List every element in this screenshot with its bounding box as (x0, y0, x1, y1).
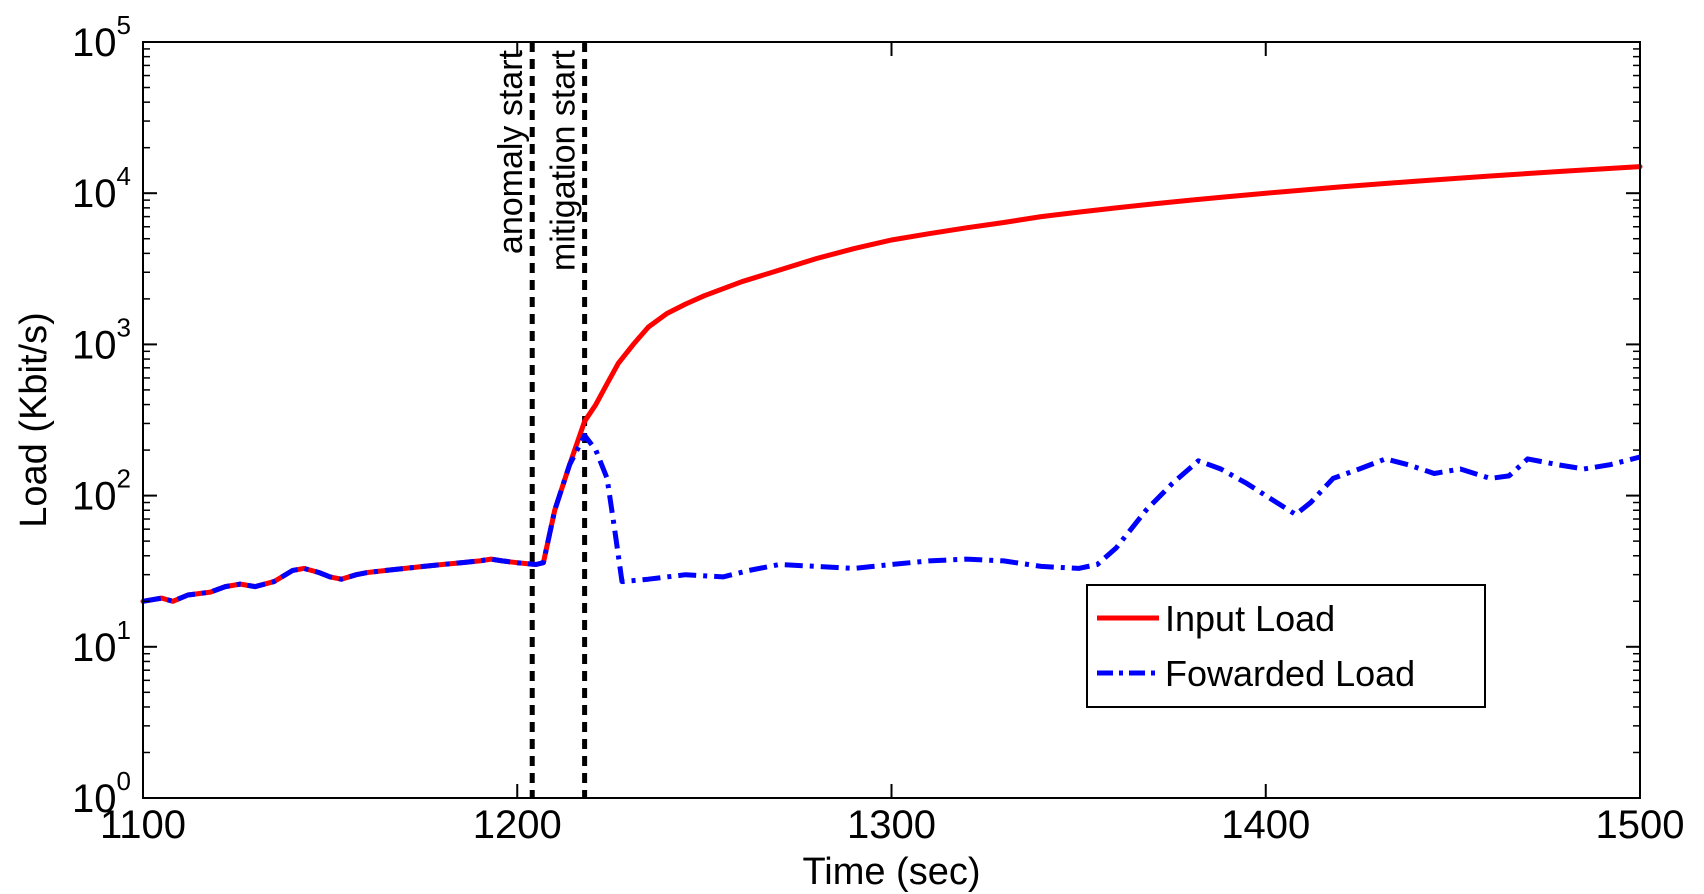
legend-label-1: Fowarded Load (1165, 653, 1415, 694)
legend-box (1086, 584, 1486, 708)
annotation-label: mitigation start (545, 49, 583, 271)
x-tick-label: 1200 (473, 803, 562, 847)
y-tick-label: 102 (72, 464, 131, 519)
x-tick-label: 1100 (100, 803, 186, 847)
y-tick-label: 101 (72, 615, 131, 670)
y-tick-exponent: 4 (117, 161, 131, 191)
y-tick-base: 10 (72, 626, 117, 670)
x-tick-label: 1500 (1596, 803, 1685, 847)
series-layer (140, 164, 1643, 604)
annotation-label: anomaly start (492, 49, 530, 254)
y-tick-base: 10 (72, 21, 117, 65)
x-tick-label: 1300 (847, 803, 936, 847)
y-tick-label: 104 (72, 161, 131, 216)
y-tick-exponent: 0 (117, 766, 131, 796)
y-tick-base: 10 (72, 475, 117, 519)
y-tick-base: 10 (72, 172, 117, 216)
y-tick-base: 10 (72, 777, 117, 821)
annotation-layer: anomaly start mitigation start (492, 42, 588, 798)
series-line-0 (140, 164, 1643, 604)
y-tick-label: 103 (72, 312, 131, 367)
y-tick-exponent: 5 (117, 10, 131, 40)
x-tick-label: 1400 (1221, 803, 1310, 847)
y-tick-base: 10 (72, 323, 117, 367)
y-tick-exponent: 3 (117, 312, 131, 342)
y-axis-title: Load (Kbit/s) (13, 312, 55, 527)
y-tick-exponent: 2 (117, 464, 131, 494)
series-line-1 (142, 432, 1641, 604)
y-tick-label: 100 (72, 766, 131, 821)
legend: Input Load Fowarded Load (1086, 584, 1486, 708)
y-tick-label: 105 (72, 10, 131, 65)
legend-label-0: Input Load (1165, 598, 1335, 639)
y-tick-exponent: 1 (117, 615, 131, 645)
x-axis-title: Time (sec) (802, 851, 980, 893)
